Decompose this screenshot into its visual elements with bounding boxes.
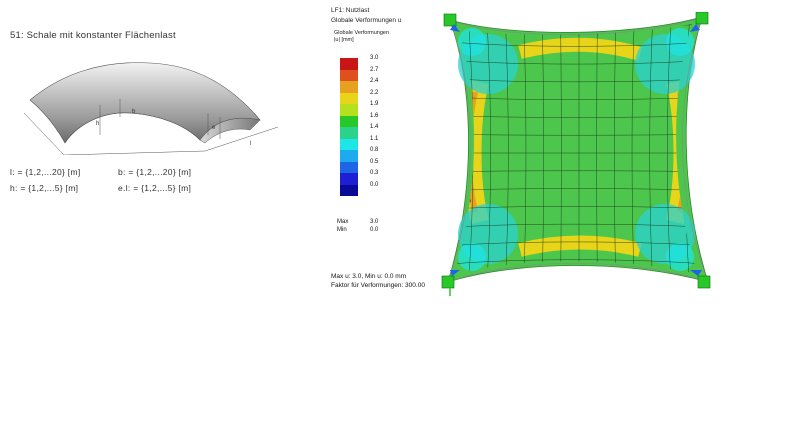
param-h: h: = {1,2,...5} [m] bbox=[10, 183, 79, 193]
legend-tick-label: 3.0 bbox=[370, 55, 379, 61]
dim-label-h: h bbox=[96, 121, 99, 127]
legend-tick-label: 0.5 bbox=[370, 158, 379, 165]
mesh-line bbox=[466, 188, 689, 191]
mesh-line bbox=[456, 259, 698, 264]
dim-label-e: e bbox=[212, 125, 216, 131]
deformation-plot[interactable] bbox=[440, 12, 715, 297]
mesh-line bbox=[560, 24, 562, 274]
legend-tick-label: 1.4 bbox=[370, 124, 379, 130]
mesh-line bbox=[454, 278, 701, 283]
model-title: 51: Schale mit konstanter Flächenlast bbox=[10, 30, 176, 41]
legend-swatch bbox=[340, 69, 358, 81]
legend-swatch bbox=[340, 81, 358, 93]
legend-min-value: 0.0 bbox=[370, 227, 379, 233]
mesh-line bbox=[464, 206, 691, 209]
mesh-line bbox=[631, 24, 635, 274]
corner-contours bbox=[458, 28, 695, 271]
mesh-line bbox=[464, 97, 691, 100]
legend-swatch bbox=[340, 138, 358, 150]
legend-swatch bbox=[340, 92, 358, 104]
mesh-line bbox=[667, 24, 672, 274]
mesh-line bbox=[596, 24, 598, 274]
legend-tick-label: 0.3 bbox=[370, 170, 379, 176]
legend-max-label: Max bbox=[337, 219, 349, 225]
param-el: e.l: = {1,2,...5} [m] bbox=[118, 183, 192, 193]
legend-swatch bbox=[340, 184, 358, 196]
legend-unit: |u| [mm] bbox=[334, 37, 354, 43]
mesh-line bbox=[486, 24, 491, 274]
results-footer: Max u: 3.0, Min u: 0.0 mm Faktor für Ver… bbox=[331, 272, 425, 290]
deformation-factor: Faktor für Verformungen: 300.00 bbox=[331, 282, 425, 289]
support-markers bbox=[441, 12, 711, 296]
legend-swatch bbox=[340, 150, 358, 162]
legend-tick-label: 2.7 bbox=[370, 66, 379, 73]
legend-swatch bbox=[340, 127, 358, 139]
legend-swatch bbox=[340, 104, 358, 116]
load-case-label: LF1: Nutzlast bbox=[331, 7, 370, 14]
dim-label-b: b bbox=[132, 109, 136, 115]
view-title: Globale Verformungen u bbox=[331, 17, 402, 24]
legend-heading: Globale Verformungen bbox=[334, 30, 390, 36]
mesh-line bbox=[541, 24, 544, 274]
mesh-line bbox=[461, 223, 694, 227]
shell-model-graphic: b h e l bbox=[23, 62, 279, 155]
param-b: b: = {1,2,...20} [m] bbox=[118, 167, 192, 177]
legend-max-value: 3.0 bbox=[370, 219, 379, 225]
legend-tick-label: 1.6 bbox=[370, 112, 379, 119]
legend-tick-label: 2.2 bbox=[370, 89, 379, 96]
legend-tick-label: 1.1 bbox=[370, 135, 379, 142]
param-l: l: = {1,2,...20} [m] bbox=[10, 167, 81, 177]
legend-swatch bbox=[340, 173, 358, 185]
legend-swatch bbox=[340, 115, 358, 127]
legend-tick-label: 2.4 bbox=[370, 78, 379, 84]
results-header: LF1: Nutzlast Globale Verformungen u bbox=[331, 6, 401, 26]
undeformed-outline bbox=[447, 16, 709, 283]
mesh-line bbox=[614, 24, 617, 274]
legend-swatch bbox=[340, 161, 358, 173]
legend-tick-label: 1.9 bbox=[370, 101, 379, 107]
mesh-line bbox=[466, 115, 689, 118]
legend-swatch bbox=[340, 58, 358, 70]
mesh-line bbox=[703, 20, 708, 284]
max-min-summary: Max u: 3.0, Min u: 0.0 mm bbox=[331, 273, 407, 280]
mesh-line bbox=[461, 79, 694, 83]
mesh-line bbox=[456, 42, 698, 47]
legend-min-label: Min bbox=[337, 227, 347, 233]
mesh-line bbox=[454, 24, 456, 274]
dim-label-l: l bbox=[250, 141, 251, 147]
legend-title: Globale Verformungen |u| [mm] bbox=[334, 30, 389, 44]
legend-tick-label: 0.0 bbox=[370, 181, 379, 188]
mesh-grid bbox=[454, 20, 708, 284]
mesh-line bbox=[523, 24, 527, 274]
legend-tick-label: 0.8 bbox=[370, 147, 379, 153]
